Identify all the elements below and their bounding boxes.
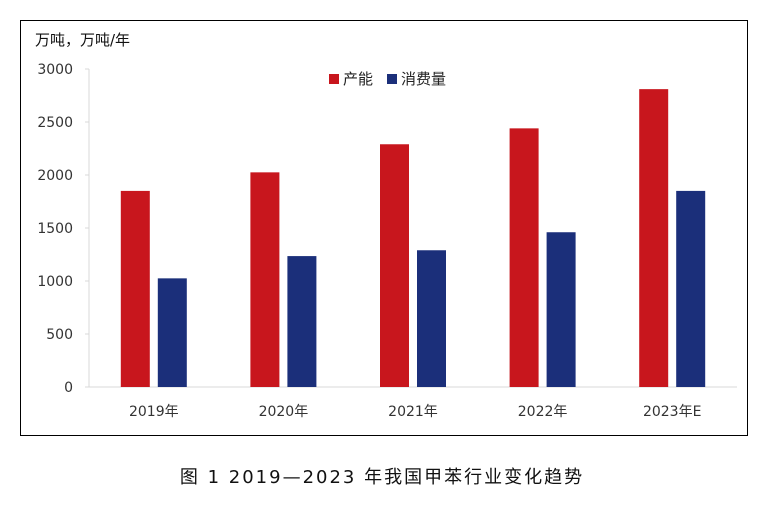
bar-消费量-2023年E [676, 190, 706, 387]
y-axis-ticks: 0 500 1000 1500 2000 2500 3000 [37, 62, 89, 396]
y-tick-label: 1500 [37, 221, 73, 237]
unit-label: 万吨，万吨/年 [35, 31, 130, 49]
x-tick-label: 2021年 [388, 404, 438, 420]
legend-label-产能: 产能 [343, 70, 373, 88]
y-tick-label: 0 [64, 380, 73, 396]
bar-消费量-2019年 [157, 278, 187, 387]
chart-frame: 万吨，万吨/年 0 500 1000 1500 2000 2500 3000 2019年 20… [20, 20, 748, 436]
legend: 产能 消费量 [329, 70, 446, 88]
x-tick-label: 2023年E [643, 404, 701, 420]
x-tick-label: 2019年 [129, 404, 179, 420]
bar-产能-2023年E [639, 89, 669, 387]
y-tick-label: 500 [46, 327, 73, 343]
x-axis-ticks: 2019年 2020年 2021年 2022年 2023年E [129, 404, 701, 420]
figure-caption: 图 1 2019—2023 年我国甲苯行业变化趋势 [179, 467, 585, 488]
bar-产能-2020年 [250, 172, 280, 387]
y-tick-label: 2000 [37, 168, 73, 184]
legend-swatch-消费量 [387, 74, 397, 84]
legend-swatch-产能 [329, 74, 339, 84]
y-tick-label: 2500 [37, 115, 73, 131]
x-tick-label: 2020年 [259, 404, 309, 420]
bar-消费量-2021年 [417, 250, 446, 387]
legend-label-消费量: 消费量 [401, 70, 446, 88]
bar-series [120, 89, 706, 388]
y-tick-label: 1000 [37, 274, 73, 290]
y-tick-label: 3000 [37, 62, 73, 78]
bar-产能-2022年 [509, 128, 539, 388]
x-tick-label: 2022年 [518, 404, 568, 420]
bar-产能-2021年 [380, 144, 409, 387]
bar-产能-2019年 [120, 190, 150, 387]
bar-消费量-2020年 [287, 256, 317, 387]
bar-消费量-2022年 [546, 232, 576, 387]
